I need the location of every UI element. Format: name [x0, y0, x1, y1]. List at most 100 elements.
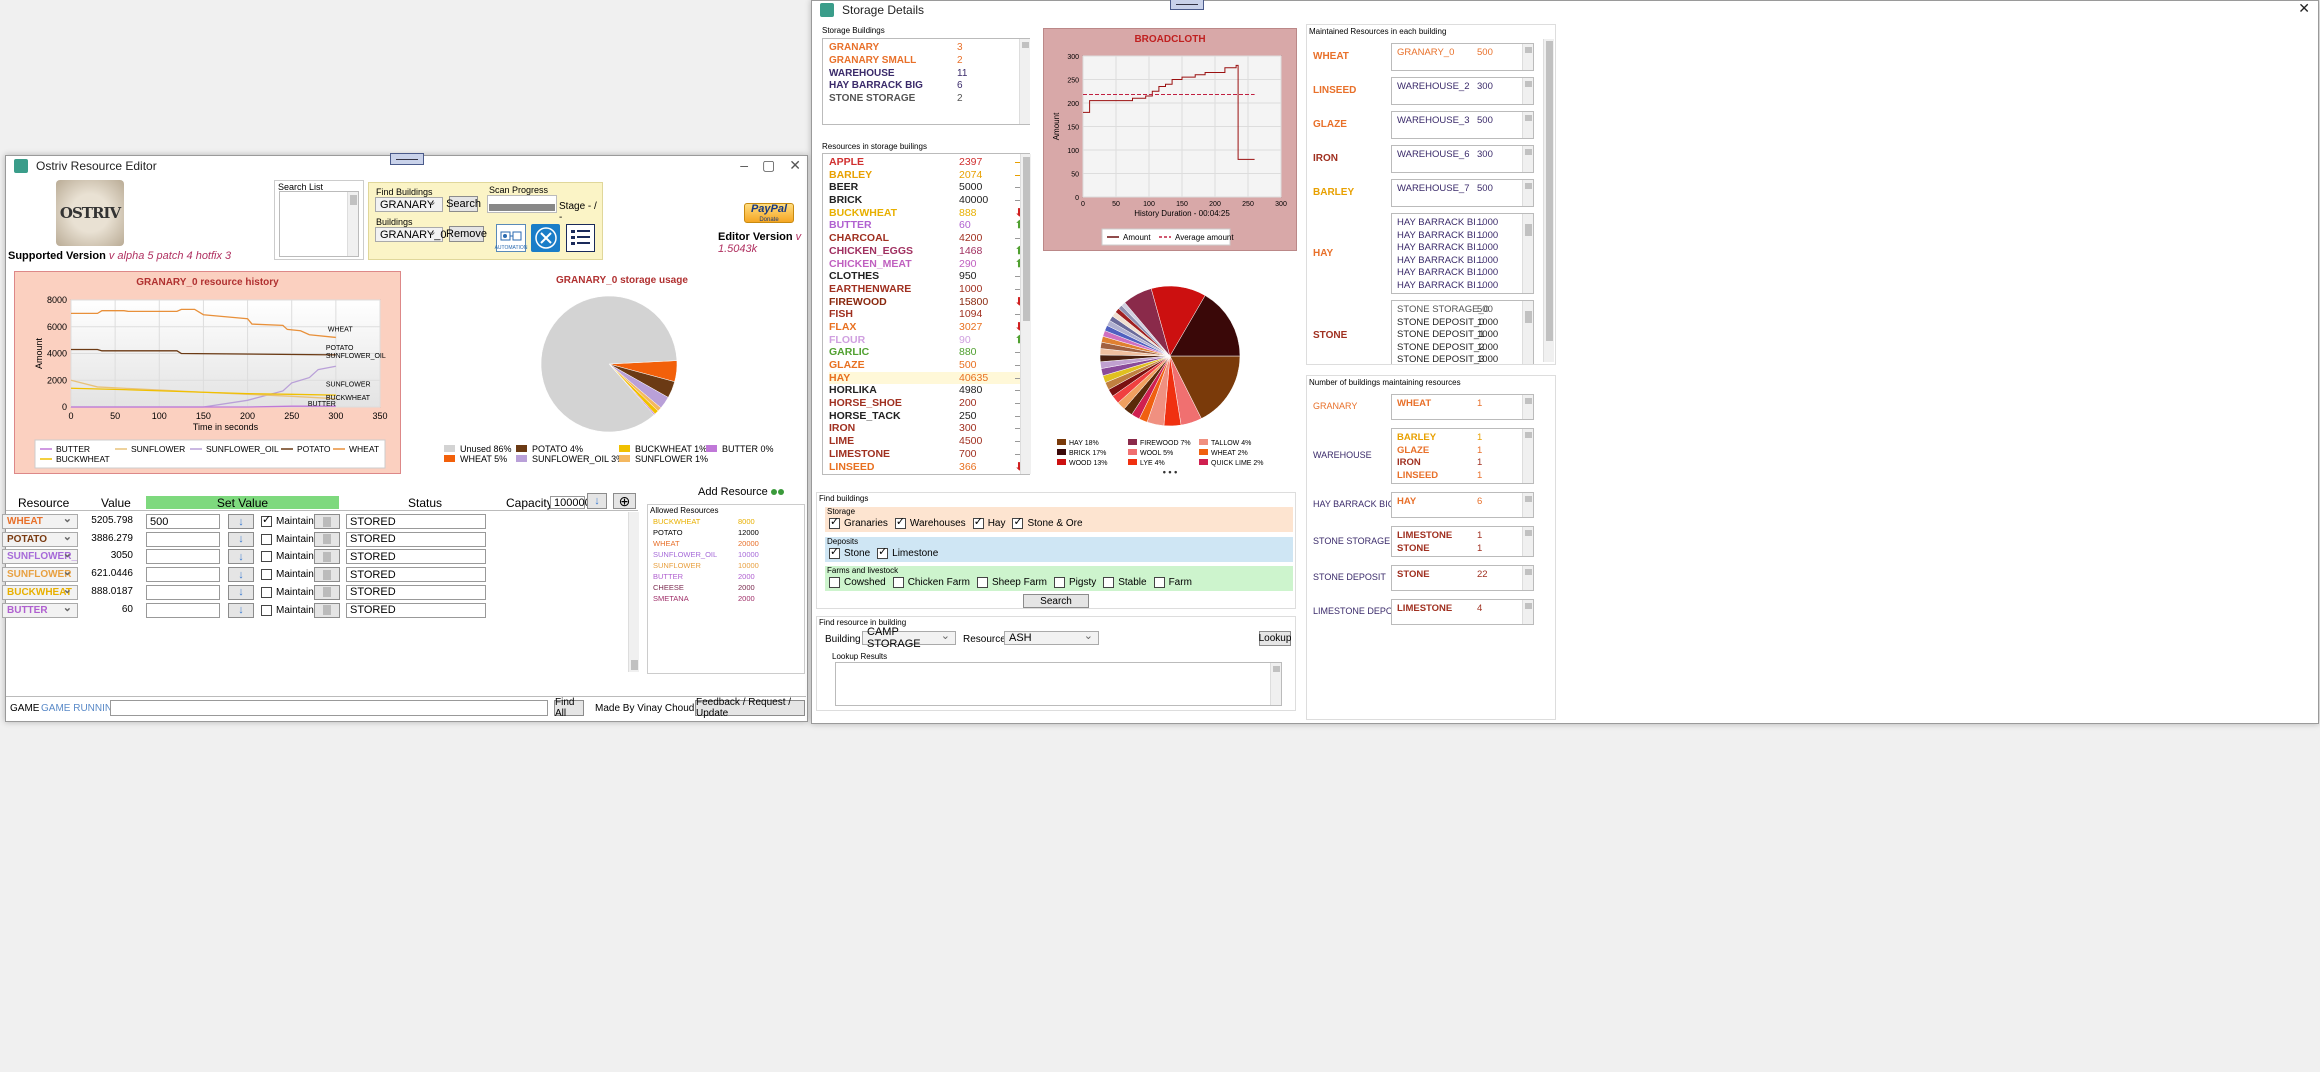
storage-titlebar[interactable]: Storage Details ✕: [812, 0, 2318, 19]
search-list[interactable]: [279, 191, 359, 257]
add-row-button[interactable]: ⊕: [613, 493, 636, 509]
building-count-list[interactable]: HAY 6: [1391, 492, 1534, 518]
allowed-resource-item[interactable]: BUTTER 2000: [653, 572, 755, 581]
allowed-resource-item[interactable]: SUNFLOWER 10000: [653, 561, 759, 570]
apply-value-button[interactable]: ↓: [228, 567, 254, 583]
set-value-input[interactable]: 500: [146, 514, 220, 529]
search-button[interactable]: Search: [446, 196, 481, 212]
allowed-resource-item[interactable]: BUCKWHEAT 8000: [653, 517, 755, 526]
paypal-donate-button[interactable]: PayPal Donate: [744, 203, 794, 223]
resource-select[interactable]: BUCKWHEAT: [2, 584, 78, 600]
set-value-input[interactable]: [146, 602, 220, 618]
close-icon[interactable]: ✕: [2298, 0, 2310, 16]
apply-value-button[interactable]: ↓: [228, 602, 254, 618]
storage-building-item[interactable]: GRANARY 3: [829, 42, 963, 53]
apply-value-button[interactable]: ↓: [228, 584, 254, 600]
maintained-building-list[interactable]: WAREHOUSE_7 500: [1391, 179, 1534, 207]
apply-value-button[interactable]: ↓: [228, 531, 254, 547]
list-view-button[interactable]: [566, 224, 595, 252]
filter-checkbox[interactable]: Granaries: [829, 515, 888, 529]
building-count-list[interactable]: WHEAT 1: [1391, 394, 1534, 420]
filter-checkbox[interactable]: Stone & Ore: [1012, 515, 1083, 529]
lookup-results-box[interactable]: [835, 662, 1282, 706]
set-value-input[interactable]: [146, 531, 220, 547]
checkbox-icon[interactable]: [829, 545, 840, 559]
maintained-building-list[interactable]: HAY BARRACK BI... 1000 HAY BARRACK BI... 10…: [1391, 213, 1534, 294]
maintained-building-list[interactable]: WAREHOUSE_2 300: [1391, 77, 1534, 105]
allowed-resource-item[interactable]: SMETANA 2000: [653, 594, 755, 603]
storage-building-item[interactable]: HAY BARRACK BIG 6: [829, 80, 963, 92]
checkbox-icon[interactable]: [972, 515, 984, 529]
capacity-apply-button[interactable]: ↓: [587, 493, 607, 509]
building-count-list[interactable]: LIMESTONE 1 STONE 1: [1391, 526, 1534, 557]
maintain-checkbox[interactable]: Maintain: [261, 551, 314, 563]
drag-handle-icon[interactable]: [389, 153, 424, 165]
checkbox-icon[interactable]: [894, 515, 906, 529]
row-menu-button[interactable]: [314, 602, 340, 618]
tools-button[interactable]: [531, 224, 560, 252]
storage-buildings-list[interactable]: GRANARY 3 GRANARY SMALL 2 WAREHOUSE 11 HAY BAR…: [822, 38, 1030, 125]
row-menu-button[interactable]: [314, 531, 340, 547]
filter-checkbox[interactable]: Farm: [1153, 577, 1192, 588]
add-resource-link[interactable]: Add Resource: [698, 486, 784, 498]
building-count-list[interactable]: LIMESTONE 4: [1391, 599, 1534, 625]
storage-building-item[interactable]: STONE STORAGE 2: [829, 93, 963, 105]
maintain-checkbox[interactable]: Maintain: [261, 569, 314, 580]
building-count-list[interactable]: STONE 22: [1391, 565, 1534, 591]
maintained-building-list[interactable]: STONE STORAGE_0 500 STONE DEPOSIT_0 1000 STO…: [1391, 300, 1534, 364]
apply-value-button[interactable]: ↓: [228, 549, 254, 565]
find-buildings-search-button[interactable]: Search: [1023, 594, 1089, 608]
row-menu-button[interactable]: [314, 549, 340, 565]
filter-checkbox[interactable]: Warehouses: [894, 515, 966, 529]
apply-value-button[interactable]: ↓: [228, 514, 254, 529]
filter-checkbox[interactable]: Stable: [1103, 577, 1147, 588]
automation-button[interactable]: AUTOMATION: [495, 224, 527, 252]
resource-select[interactable]: POTATO: [2, 531, 78, 547]
drag-handle-icon[interactable]: [1170, 0, 1204, 10]
maintain-checkbox[interactable]: Maintain: [261, 533, 314, 545]
filter-checkbox[interactable]: Chicken Farm: [892, 577, 970, 588]
resource-select[interactable]: SUNFLOWER_OIL: [2, 549, 78, 565]
resources-list[interactable]: APPLE2397—BARLEY2074—BEER5000—BRICK40000…: [822, 153, 1030, 475]
checkbox-icon[interactable]: [1153, 577, 1165, 588]
checkbox-icon[interactable]: [1012, 515, 1024, 529]
close-icon[interactable]: ✕: [789, 157, 801, 173]
maintain-checkbox[interactable]: Maintain: [261, 513, 314, 527]
storage-building-item[interactable]: WAREHOUSE 11: [829, 67, 968, 79]
checkbox-icon[interactable]: [1103, 577, 1115, 588]
allowed-resource-item[interactable]: SUNFLOWER_OIL 10000: [653, 550, 759, 559]
resource-item[interactable]: LYE10000—: [829, 473, 1026, 474]
lookup-button[interactable]: Lookup: [1258, 631, 1292, 646]
resource-select[interactable]: BUTTER: [2, 602, 78, 618]
building-count-list[interactable]: BARLEY 1 GLAZE 1 IRON 1 LINSEED 1: [1391, 428, 1534, 484]
maximize-icon[interactable]: ▢: [762, 157, 776, 173]
maintain-checkbox[interactable]: Maintain: [261, 586, 314, 598]
filter-checkbox[interactable]: Hay: [972, 515, 1005, 529]
minimize-icon[interactable]: –: [740, 157, 749, 173]
filter-checkbox[interactable]: Stone: [829, 545, 870, 559]
maintain-checkbox[interactable]: Maintain: [261, 604, 314, 616]
checkbox-icon[interactable]: [976, 577, 988, 588]
allowed-resource-item[interactable]: CHEESE 2000: [653, 583, 755, 592]
filter-checkbox[interactable]: Pigsty: [1053, 577, 1096, 588]
row-menu-button[interactable]: [314, 514, 340, 529]
resource-select[interactable]: WHEAT: [2, 514, 78, 529]
